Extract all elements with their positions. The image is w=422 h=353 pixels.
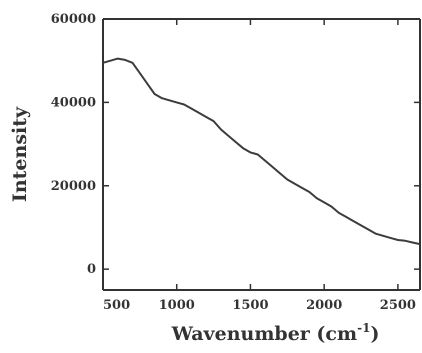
x-axis-title: Wavenumber (cm-1) [171, 321, 380, 345]
y-tick-label: 60000 [51, 12, 96, 27]
y-axis-title: Intensity [9, 106, 31, 202]
x-tick-label: 500 [103, 298, 130, 313]
y-tick-label: 40000 [51, 95, 96, 110]
spectrum-line [102, 57, 421, 246]
x-axis-title-suffix: ) [370, 323, 379, 345]
y-ticks: 0 20000 40000 60000 [51, 12, 420, 277]
x-tick-label: 1000 [159, 298, 195, 313]
x-axis-title-superscript: -1 [357, 321, 370, 335]
x-axis-title-main: Wavenumber (cm [171, 323, 358, 345]
x-tick-label: 2000 [306, 298, 342, 313]
x-tick-label: 2500 [380, 298, 416, 313]
x-ticks: 500 1000 1500 2000 2500 [102, 19, 416, 313]
plot-area [102, 18, 421, 291]
x-tick-label: 1500 [232, 298, 268, 313]
y-tick-label: 0 [87, 262, 96, 277]
series-layer [102, 57, 421, 246]
y-tick-label: 20000 [51, 179, 96, 194]
